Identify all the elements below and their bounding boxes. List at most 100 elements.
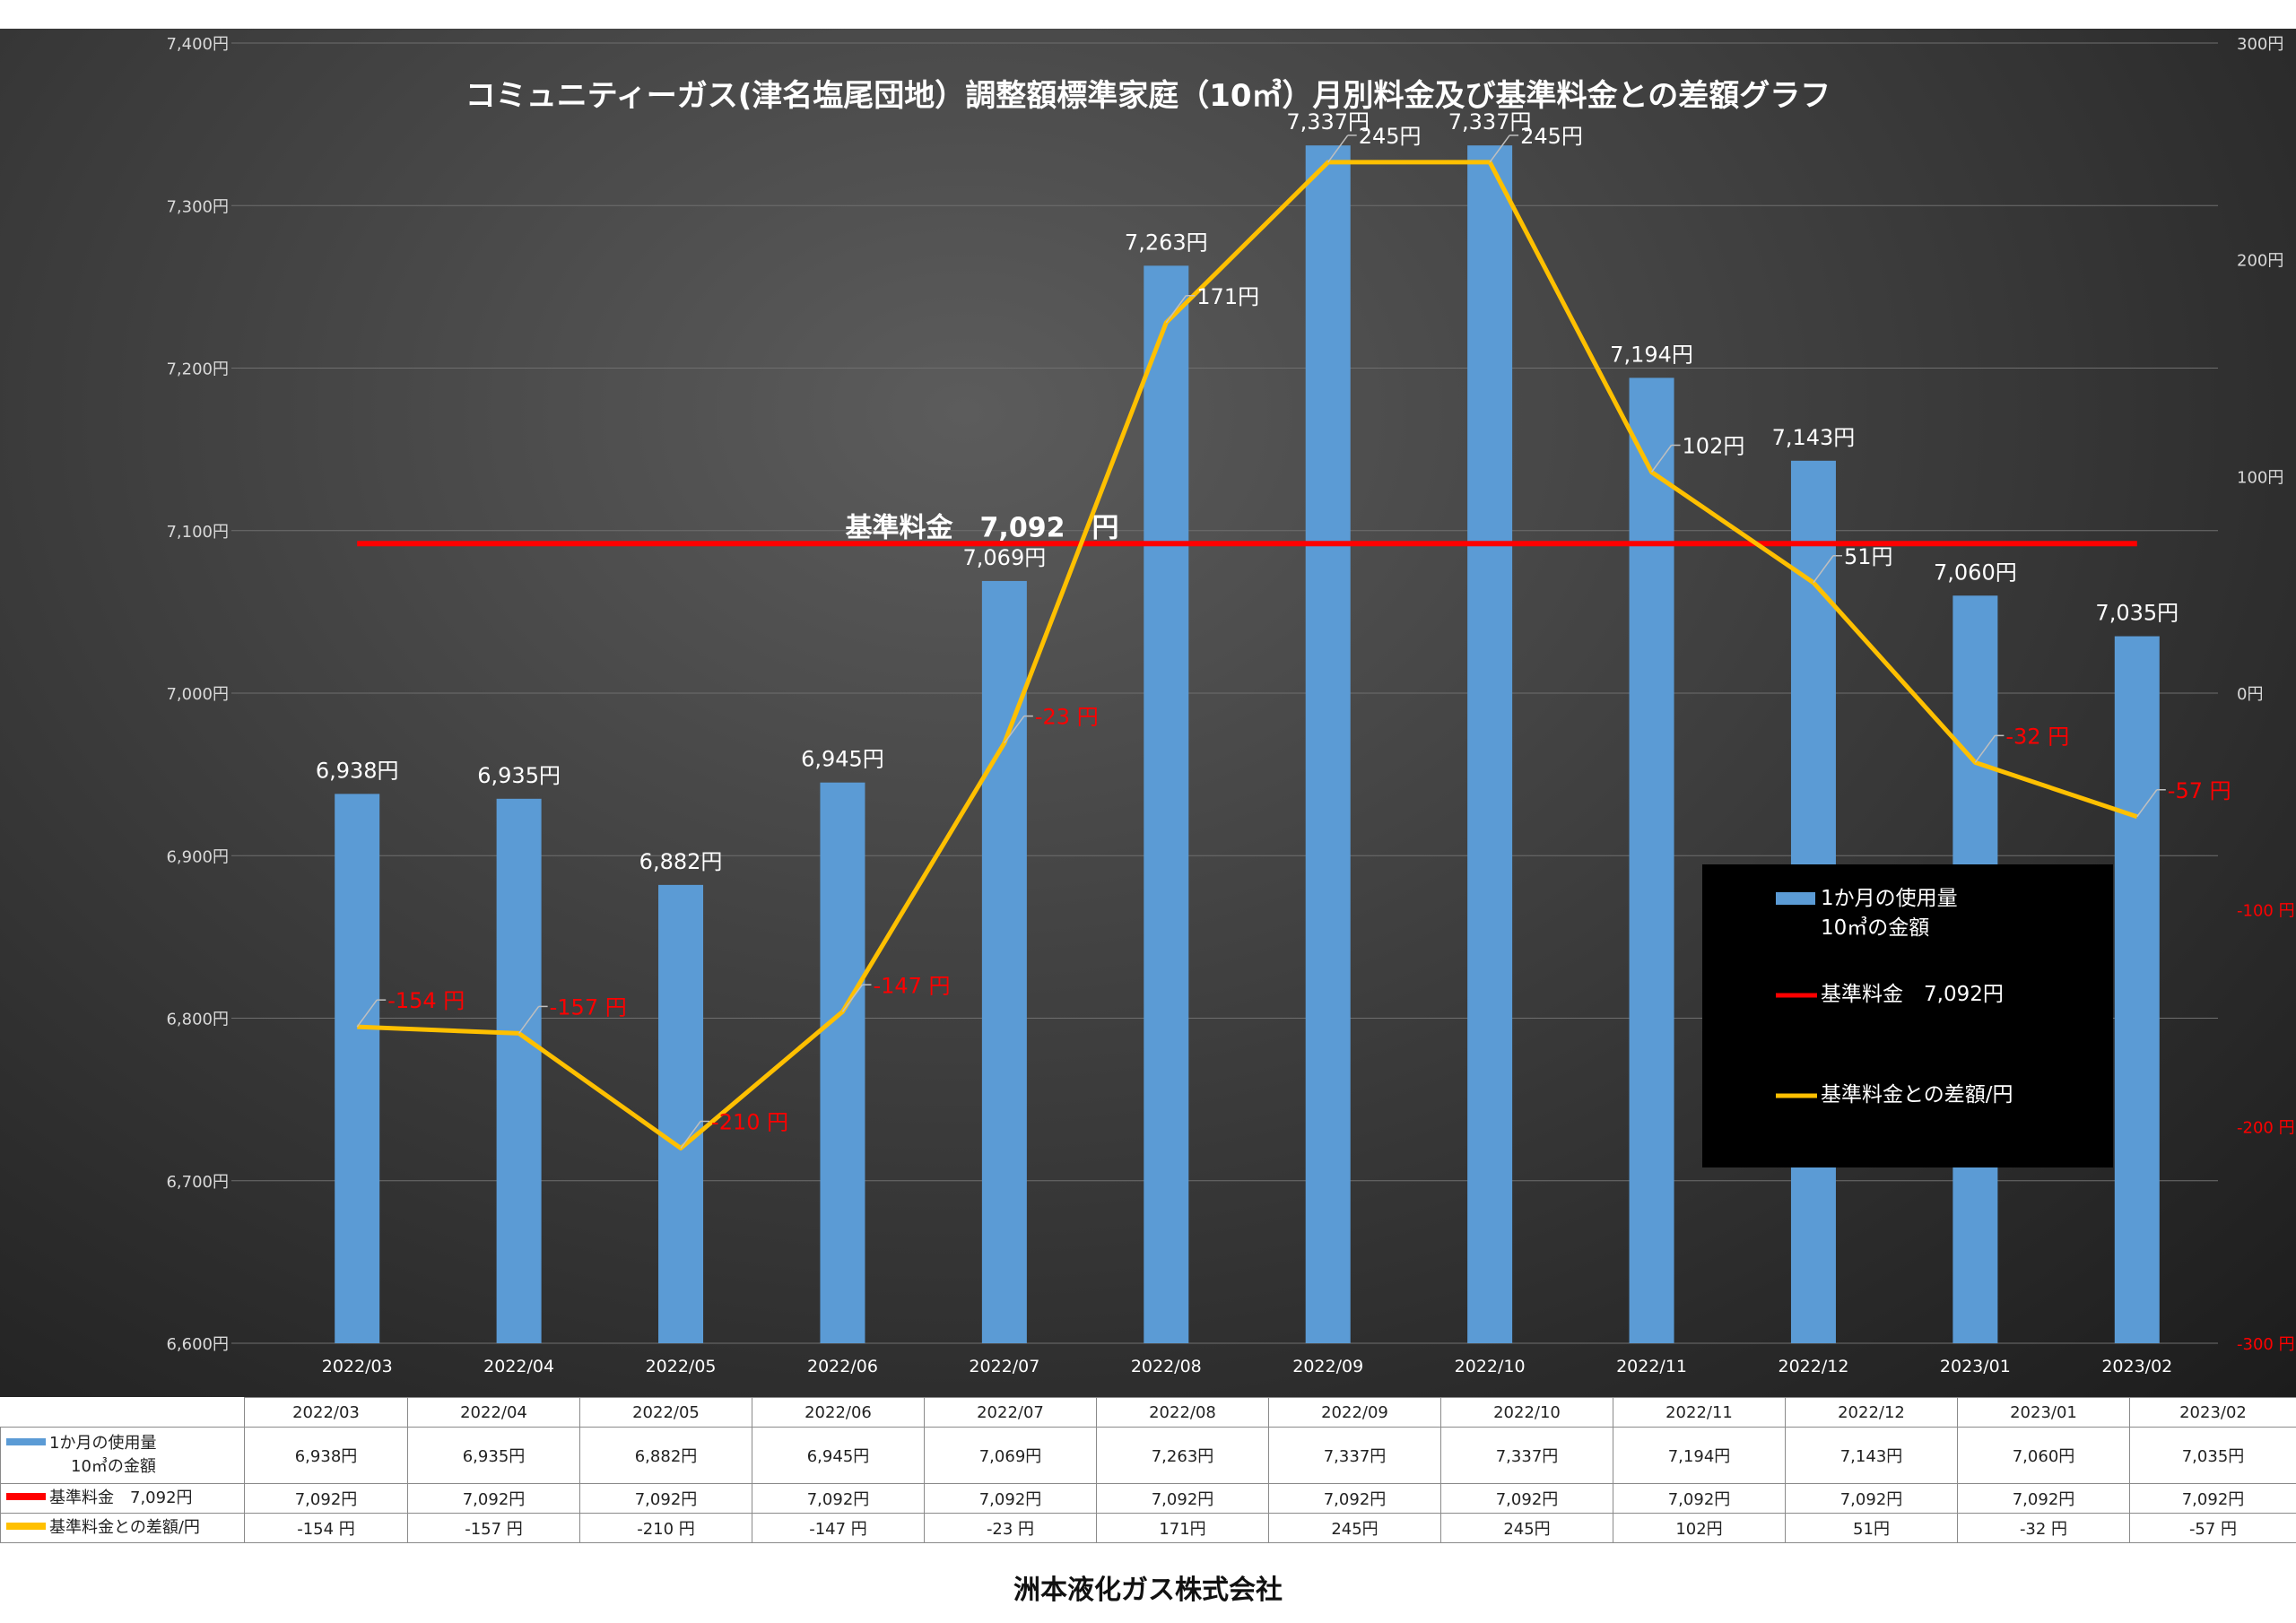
chart-title: コミュニティーガス(津名塩尾団地）調整額標準家庭（10㎥）月別料金及び基準料金と… [465, 78, 1831, 114]
bar [658, 884, 704, 1343]
bar-data-label: 7,060円 [1934, 560, 2017, 585]
table-row-label-text: 10㎥の金額 [71, 1457, 156, 1476]
legend-label: 基準料金 7,092円 [1821, 983, 2004, 1006]
y-right-tick-label: 300円 [2237, 35, 2283, 54]
difference-data-label: 102円 [1683, 434, 1745, 459]
leader-line [1650, 445, 1673, 473]
bar-data-label: 7,143円 [1772, 425, 1856, 450]
table-cell: 7,092円 [752, 1483, 925, 1514]
x-tick-label: 2023/01 [1940, 1357, 2011, 1376]
chart-area: 6,600円 6,700円 6,800円 6,900円 7,000円 7,100円 7,20… [0, 29, 2296, 1399]
table-row-swatch [6, 1523, 46, 1530]
table-cell: -157 円 [407, 1513, 580, 1543]
bar [1144, 265, 1189, 1343]
table-cell: 7,337円 [1268, 1427, 1441, 1484]
x-tick-label: 2022/09 [1292, 1357, 1363, 1376]
x-tick-label: 2022/10 [1455, 1357, 1526, 1376]
difference-data-label: 171円 [1196, 284, 1259, 309]
bar [335, 794, 380, 1343]
table-row-label-text: 基準料金との差額/円 [49, 1518, 200, 1537]
table-cell: 6,882円 [579, 1427, 752, 1484]
table-cell: 7,092円 [579, 1483, 752, 1514]
difference-line [357, 160, 2138, 1150]
table-cell: 7,194円 [1613, 1427, 1786, 1484]
table-row-label: 1か月の使用量 10㎥の金額 [0, 1427, 245, 1484]
table-header-cell: 2022/09 [1268, 1397, 1441, 1428]
table-row-swatch [6, 1438, 46, 1445]
leader-line [1327, 135, 1349, 163]
x-tick-label: 2022/04 [483, 1357, 554, 1376]
bar-data-label: 6,945円 [801, 747, 884, 772]
x-tick-label: 2022/06 [807, 1357, 878, 1376]
bar [1629, 378, 1674, 1343]
table-row-label: 基準料金との差額/円 [0, 1513, 245, 1543]
x-tick-label: 2023/02 [2101, 1357, 2172, 1376]
x-tick-label: 2022/03 [322, 1357, 393, 1376]
table-header-cell: 2022/08 [1096, 1397, 1269, 1428]
table-header-cell: 2022/04 [407, 1397, 580, 1428]
difference-data-label: 245円 [1520, 124, 1583, 149]
table-cell: 7,092円 [244, 1483, 408, 1514]
leader-line [1974, 734, 1996, 763]
table-header-cell: 2023/01 [1957, 1397, 2130, 1428]
difference-data-label: -147 円 [873, 973, 950, 998]
table-cell: 7,035円 [2129, 1427, 2296, 1484]
bar [1305, 145, 1351, 1343]
bar-data-label: 7,337円 [1286, 109, 1370, 135]
x-tick-label: 2022/11 [1616, 1357, 1687, 1376]
y-left-tick-label: 6,800円 [166, 1011, 229, 1029]
table-cell: -57 円 [2129, 1513, 2296, 1543]
leader-line [1489, 135, 1510, 163]
data-table: 2022/03 2022/04 2022/05 2022/06 2022/07 2022/… [0, 1397, 2296, 1543]
leader-line [356, 999, 378, 1028]
table-header-cell: 2022/10 [1440, 1397, 1613, 1428]
table-cell: 7,092円 [1440, 1483, 1613, 1514]
table-row-label-text: 1か月の使用量 [49, 1434, 157, 1453]
legend-label: 10㎥の金額 [1821, 916, 1929, 940]
table-cell: 7,092円 [1268, 1483, 1441, 1514]
table-cell: 7,092円 [1957, 1483, 2130, 1514]
table-row: 基準料金 7,092円 7,092円 7,092円 7,092円 7,092円 7,092… [0, 1483, 2296, 1514]
table-cell: -23 円 [924, 1513, 1097, 1543]
bar-data-label: 6,938円 [316, 758, 399, 783]
footer-company: 洲本液化ガス株式会社 [1013, 1575, 1283, 1606]
bar-data-label: 7,263円 [1125, 230, 1208, 255]
table-cell: -210 円 [579, 1513, 752, 1543]
difference-data-label: -210 円 [711, 1110, 788, 1135]
table-header-cell: 2022/06 [752, 1397, 925, 1428]
y-left-tick-label: 7,100円 [166, 523, 229, 542]
table-cell: 6,935円 [407, 1427, 580, 1484]
bar-data-label: 7,035円 [2095, 601, 2179, 626]
bar [1467, 145, 1513, 1343]
reference-line-label: 基準料金 7,092 円 [846, 512, 1119, 543]
y-left-tick-label: 7,400円 [166, 35, 229, 54]
bar [496, 798, 542, 1343]
difference-data-label: -57 円 [2168, 778, 2231, 803]
difference-data-label: -157 円 [550, 994, 627, 1020]
table-cell: 7,143円 [1785, 1427, 1958, 1484]
bar [2114, 636, 2160, 1343]
table-cell: 7,060円 [1957, 1427, 2130, 1484]
difference-data-label: 51円 [1844, 544, 1893, 569]
x-tick-label: 2022/07 [969, 1357, 1039, 1376]
bar-data-label: 6,935円 [477, 763, 561, 788]
table-cell: 7,092円 [1785, 1483, 1958, 1514]
table-cell: 102円 [1613, 1513, 1786, 1543]
table-header-row: 2022/03 2022/04 2022/05 2022/06 2022/07 2022/… [0, 1397, 2296, 1428]
table-header-cell: 2022/12 [1785, 1397, 1958, 1428]
table-row-label: 基準料金 7,092円 [0, 1483, 245, 1514]
table-cell: 7,092円 [1096, 1483, 1269, 1514]
table-header-cell: 2023/02 [2129, 1397, 2296, 1428]
table-row-swatch [6, 1493, 46, 1500]
legend-swatch [1776, 892, 1815, 905]
table-cell: 7,092円 [924, 1483, 1097, 1514]
table-header-cell: 2022/05 [579, 1397, 752, 1428]
table-cell: 7,092円 [2129, 1483, 2296, 1514]
legend-box [1702, 864, 2113, 1167]
table-cell: 245円 [1440, 1513, 1613, 1543]
difference-data-label: -23 円 [1035, 705, 1099, 730]
table-cell: 6,945円 [752, 1427, 925, 1484]
difference-data-label: -32 円 [2005, 724, 2069, 749]
table-cell: 7,263円 [1096, 1427, 1269, 1484]
